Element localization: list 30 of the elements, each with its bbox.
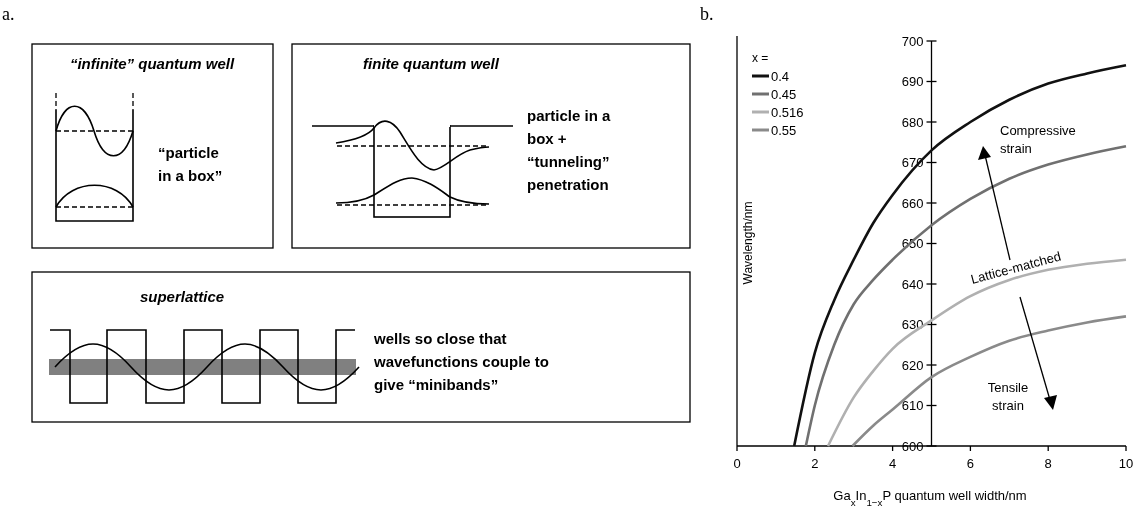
x-tick-label: 0	[733, 456, 741, 471]
x-tick-label: 10	[1118, 456, 1134, 471]
annotation: Tensile strain	[987, 380, 1029, 413]
annotation: Compressive strain	[1000, 123, 1076, 156]
chart-title: b.	[700, 4, 714, 24]
text: finite quantum well	[363, 55, 500, 72]
text: superlattice	[139, 288, 225, 305]
y-tick-label: 640	[901, 276, 924, 292]
y-tick-label: 700	[901, 33, 924, 49]
text: particle in a box + “tunneling” penetration	[527, 107, 612, 193]
text: a.	[2, 4, 15, 24]
text: wells so close that wavefunctions couple to give “minibands”	[373, 330, 550, 393]
y-tick-label: 690	[901, 74, 924, 89]
text: “particle in a box”	[158, 144, 223, 184]
y-axis-title: Wavelength/nm	[741, 201, 755, 285]
legend-label: 0.516	[771, 105, 804, 120]
y-tick-label: 610	[901, 398, 924, 413]
y-tick-label: 620	[901, 357, 924, 373]
text: “infinite” quantum well	[69, 55, 235, 72]
legend-title: x =	[752, 51, 769, 65]
legend-label: 0.45	[771, 87, 797, 102]
legend-label: 0.55	[771, 123, 797, 138]
y-tick-label: 680	[901, 114, 924, 130]
legend-label: 0.4	[771, 69, 790, 84]
x-axis-title: Ga$_{x}$In$_{1−x}$P quantum well width/nm	[833, 488, 1027, 508]
x-tick-label: 6	[966, 456, 975, 471]
x-tick-label: 8	[1044, 456, 1052, 471]
x-tick-label: 4	[888, 456, 897, 471]
x-tick-label: 2	[811, 456, 819, 471]
y-tick-label: 660	[901, 195, 924, 211]
